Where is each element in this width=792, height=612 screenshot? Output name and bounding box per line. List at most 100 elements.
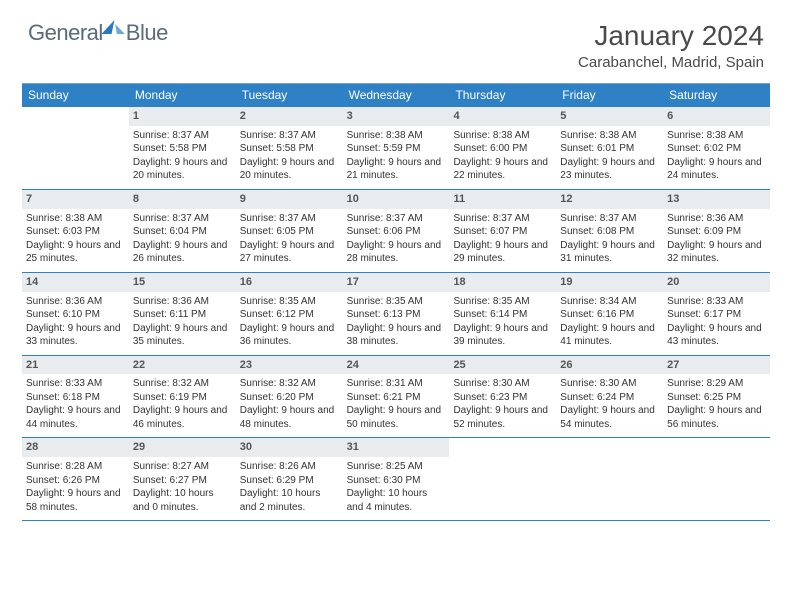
sunset-line: Sunset: 6:14 PM [453, 308, 552, 322]
weekday-label: Friday [556, 84, 663, 107]
day-number: 15 [129, 273, 236, 292]
daylight-line: Daylight: 9 hours and 50 minutes. [347, 404, 446, 431]
day-number: 30 [236, 438, 343, 457]
day-number: 16 [236, 273, 343, 292]
daylight-line: Daylight: 9 hours and 58 minutes. [26, 487, 125, 514]
sunset-line: Sunset: 5:58 PM [240, 142, 339, 156]
sunrise-line: Sunrise: 8:38 AM [26, 212, 125, 226]
day-cell: 16Sunrise: 8:35 AMSunset: 6:12 PMDayligh… [236, 273, 343, 355]
sunrise-line: Sunrise: 8:27 AM [133, 460, 232, 474]
day-number: 3 [343, 107, 450, 126]
sunset-line: Sunset: 6:08 PM [560, 225, 659, 239]
daylight-line: Daylight: 9 hours and 56 minutes. [667, 404, 766, 431]
sunrise-line: Sunrise: 8:33 AM [667, 295, 766, 309]
weekday-label: Thursday [449, 84, 556, 107]
day-number: 8 [129, 190, 236, 209]
day-number: 5 [556, 107, 663, 126]
daylight-line: Daylight: 9 hours and 44 minutes. [26, 404, 125, 431]
sunrise-line: Sunrise: 8:38 AM [453, 129, 552, 143]
day-cell: 25Sunrise: 8:30 AMSunset: 6:23 PMDayligh… [449, 356, 556, 438]
day-cell: 11Sunrise: 8:37 AMSunset: 6:07 PMDayligh… [449, 190, 556, 272]
sunrise-line: Sunrise: 8:37 AM [347, 212, 446, 226]
day-number: 27 [663, 356, 770, 375]
day-cell: 4Sunrise: 8:38 AMSunset: 6:00 PMDaylight… [449, 107, 556, 189]
week-row: 28Sunrise: 8:28 AMSunset: 6:26 PMDayligh… [22, 438, 770, 521]
sunrise-line: Sunrise: 8:28 AM [26, 460, 125, 474]
sunrise-line: Sunrise: 8:30 AM [560, 377, 659, 391]
sunset-line: Sunset: 6:20 PM [240, 391, 339, 405]
day-cell: 30Sunrise: 8:26 AMSunset: 6:29 PMDayligh… [236, 438, 343, 520]
day-number: 4 [449, 107, 556, 126]
day-cell: 24Sunrise: 8:31 AMSunset: 6:21 PMDayligh… [343, 356, 450, 438]
day-cell: 10Sunrise: 8:37 AMSunset: 6:06 PMDayligh… [343, 190, 450, 272]
daylight-line: Daylight: 9 hours and 20 minutes. [240, 156, 339, 183]
daylight-line: Daylight: 10 hours and 0 minutes. [133, 487, 232, 514]
weekday-header: SundayMondayTuesdayWednesdayThursdayFrid… [22, 84, 770, 107]
sunset-line: Sunset: 5:59 PM [347, 142, 446, 156]
sunset-line: Sunset: 6:09 PM [667, 225, 766, 239]
weekday-label: Sunday [22, 84, 129, 107]
title-block: January 2024 Carabanchel, Madrid, Spain [578, 20, 764, 71]
weekday-label: Monday [129, 84, 236, 107]
daylight-line: Daylight: 9 hours and 38 minutes. [347, 322, 446, 349]
sunset-line: Sunset: 6:05 PM [240, 225, 339, 239]
day-cell: 3Sunrise: 8:38 AMSunset: 5:59 PMDaylight… [343, 107, 450, 189]
daylight-line: Daylight: 9 hours and 28 minutes. [347, 239, 446, 266]
day-number: 18 [449, 273, 556, 292]
sunrise-line: Sunrise: 8:36 AM [667, 212, 766, 226]
daylight-line: Daylight: 9 hours and 54 minutes. [560, 404, 659, 431]
sunrise-line: Sunrise: 8:32 AM [240, 377, 339, 391]
sunset-line: Sunset: 6:19 PM [133, 391, 232, 405]
day-number: 26 [556, 356, 663, 375]
sunrise-line: Sunrise: 8:35 AM [347, 295, 446, 309]
sunset-line: Sunset: 6:13 PM [347, 308, 446, 322]
day-cell: 26 Sunrise: 8:30 AMSunset: 6:24 PMDayligh… [556, 356, 663, 438]
daylight-line: Daylight: 9 hours and 20 minutes. [133, 156, 232, 183]
day-number: 14 [22, 273, 129, 292]
daylight-line: Daylight: 9 hours and 48 minutes. [240, 404, 339, 431]
logo-word1: General [28, 20, 103, 46]
daylight-line: Daylight: 9 hours and 25 minutes. [26, 239, 125, 266]
daylight-line: Daylight: 9 hours and 46 minutes. [133, 404, 232, 431]
sunset-line: Sunset: 6:04 PM [133, 225, 232, 239]
day-number: 21 [22, 356, 129, 375]
logo-triangle-icon [101, 20, 114, 34]
day-cell: 6Sunrise: 8:38 AMSunset: 6:02 PMDaylight… [663, 107, 770, 189]
sunrise-line: Sunrise: 8:37 AM [133, 212, 232, 226]
daylight-line: Daylight: 9 hours and 31 minutes. [560, 239, 659, 266]
weekday-label: Tuesday [236, 84, 343, 107]
day-number: 13 [663, 190, 770, 209]
daylight-line: Daylight: 9 hours and 39 minutes. [453, 322, 552, 349]
sunrise-line: Sunrise: 8:36 AM [26, 295, 125, 309]
week-row: 7Sunrise: 8:38 AMSunset: 6:03 PMDaylight… [22, 190, 770, 273]
day-cell: 22Sunrise: 8:32 AMSunset: 6:19 PMDayligh… [129, 356, 236, 438]
day-cell-empty [449, 438, 556, 520]
day-cell: 29 Sunrise: 8:27 AMSunset: 6:27 PMDayligh… [129, 438, 236, 520]
header: General Blue January 2024 Carabanchel, M… [0, 0, 792, 77]
sunrise-line: Sunrise: 8:35 AM [453, 295, 552, 309]
week-row: 21Sunrise: 8:33 AMSunset: 6:18 PMDayligh… [22, 356, 770, 439]
weekday-label: Saturday [663, 84, 770, 107]
sunset-line: Sunset: 6:27 PM [133, 474, 232, 488]
sunrise-line: Sunrise: 8:38 AM [667, 129, 766, 143]
day-number: 19 [556, 273, 663, 292]
daylight-line: Daylight: 10 hours and 2 minutes. [240, 487, 339, 514]
day-number: 2 [236, 107, 343, 126]
daylight-line: Daylight: 9 hours and 43 minutes. [667, 322, 766, 349]
sunrise-line: Sunrise: 8:37 AM [453, 212, 552, 226]
sunrise-line: Sunrise: 8:34 AM [560, 295, 659, 309]
daylight-line: Daylight: 9 hours and 52 minutes. [453, 404, 552, 431]
day-number: 7 [22, 190, 129, 209]
day-number: 20 [663, 273, 770, 292]
sunrise-line: Sunrise: 8:35 AM [240, 295, 339, 309]
day-number: 1 [129, 107, 236, 126]
sunrise-line: Sunrise: 8:38 AM [347, 129, 446, 143]
day-number: 31 [343, 438, 450, 457]
daylight-line: Daylight: 9 hours and 24 minutes. [667, 156, 766, 183]
sunrise-line: Sunrise: 8:38 AM [560, 129, 659, 143]
sunrise-line: Sunrise: 8:37 AM [133, 129, 232, 143]
sunset-line: Sunset: 6:24 PM [560, 391, 659, 405]
daylight-line: Daylight: 10 hours and 4 minutes. [347, 487, 446, 514]
day-number: 29 [129, 438, 236, 457]
day-number: 23 [236, 356, 343, 375]
